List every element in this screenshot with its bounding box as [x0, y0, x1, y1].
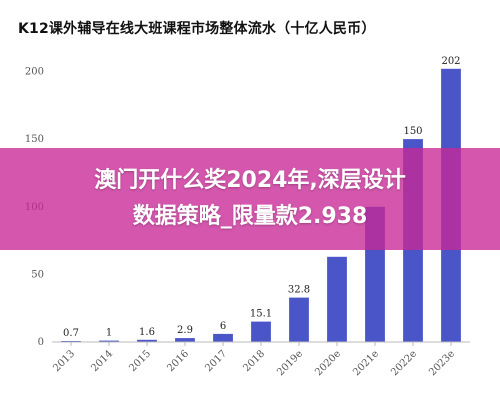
- y-tick-label: 50: [31, 269, 44, 280]
- x-tick-label: 2020e: [313, 348, 343, 378]
- bar: [327, 256, 347, 342]
- data-label: 32.8: [288, 285, 310, 296]
- bar: [99, 340, 119, 342]
- y-tick-label: 200: [25, 67, 44, 78]
- promo-banner: 澳门开什么奖2024年,深层设计 数据策略_限量款2.938: [0, 148, 500, 250]
- data-label: 202: [441, 56, 460, 67]
- data-label: 2.9: [177, 325, 193, 336]
- data-label: 1: [106, 328, 112, 339]
- x-tick-label: 2017: [203, 348, 229, 374]
- data-label: 15.1: [250, 309, 272, 320]
- data-label: 6: [220, 321, 226, 332]
- data-label: 150: [403, 126, 422, 137]
- bar: [213, 333, 233, 342]
- y-tick-label: 150: [25, 134, 44, 145]
- x-tick-label: 2013: [51, 348, 77, 374]
- x-tick-label: 2021e: [351, 348, 381, 378]
- data-label: 0.7: [63, 328, 79, 339]
- bar: [175, 338, 195, 342]
- data-label: 1.6: [139, 327, 155, 338]
- x-tick-label: 2018: [241, 348, 267, 374]
- x-tick-label: 2023e: [427, 348, 457, 378]
- x-tick-label: 2019e: [275, 348, 305, 378]
- banner-line-1: 澳门开什么奖2024年,深层设计: [94, 168, 406, 193]
- chart-title: K12课外辅导在线大班课程市场整体流水（十亿人民币）: [18, 21, 376, 37]
- x-tick-label: 2014: [89, 348, 115, 374]
- x-axis: 2013 2014 2015 2016 2017 2018 2019e 2020e 2021e 2…: [51, 341, 470, 378]
- y-tick-label: 0: [38, 337, 44, 348]
- x-tick-label: 2015: [127, 348, 153, 374]
- bar: [251, 321, 271, 342]
- x-tick-label: 2022e: [389, 348, 419, 378]
- bar: [289, 297, 309, 342]
- x-tick-label: 2016: [165, 348, 191, 374]
- bar: [137, 339, 157, 342]
- value-labels: 0.7 1 1.6 2.9 6 15.1 32.8 150 202: [63, 56, 461, 339]
- banner-line-2: 数据策略_限量款2.938: [132, 204, 368, 229]
